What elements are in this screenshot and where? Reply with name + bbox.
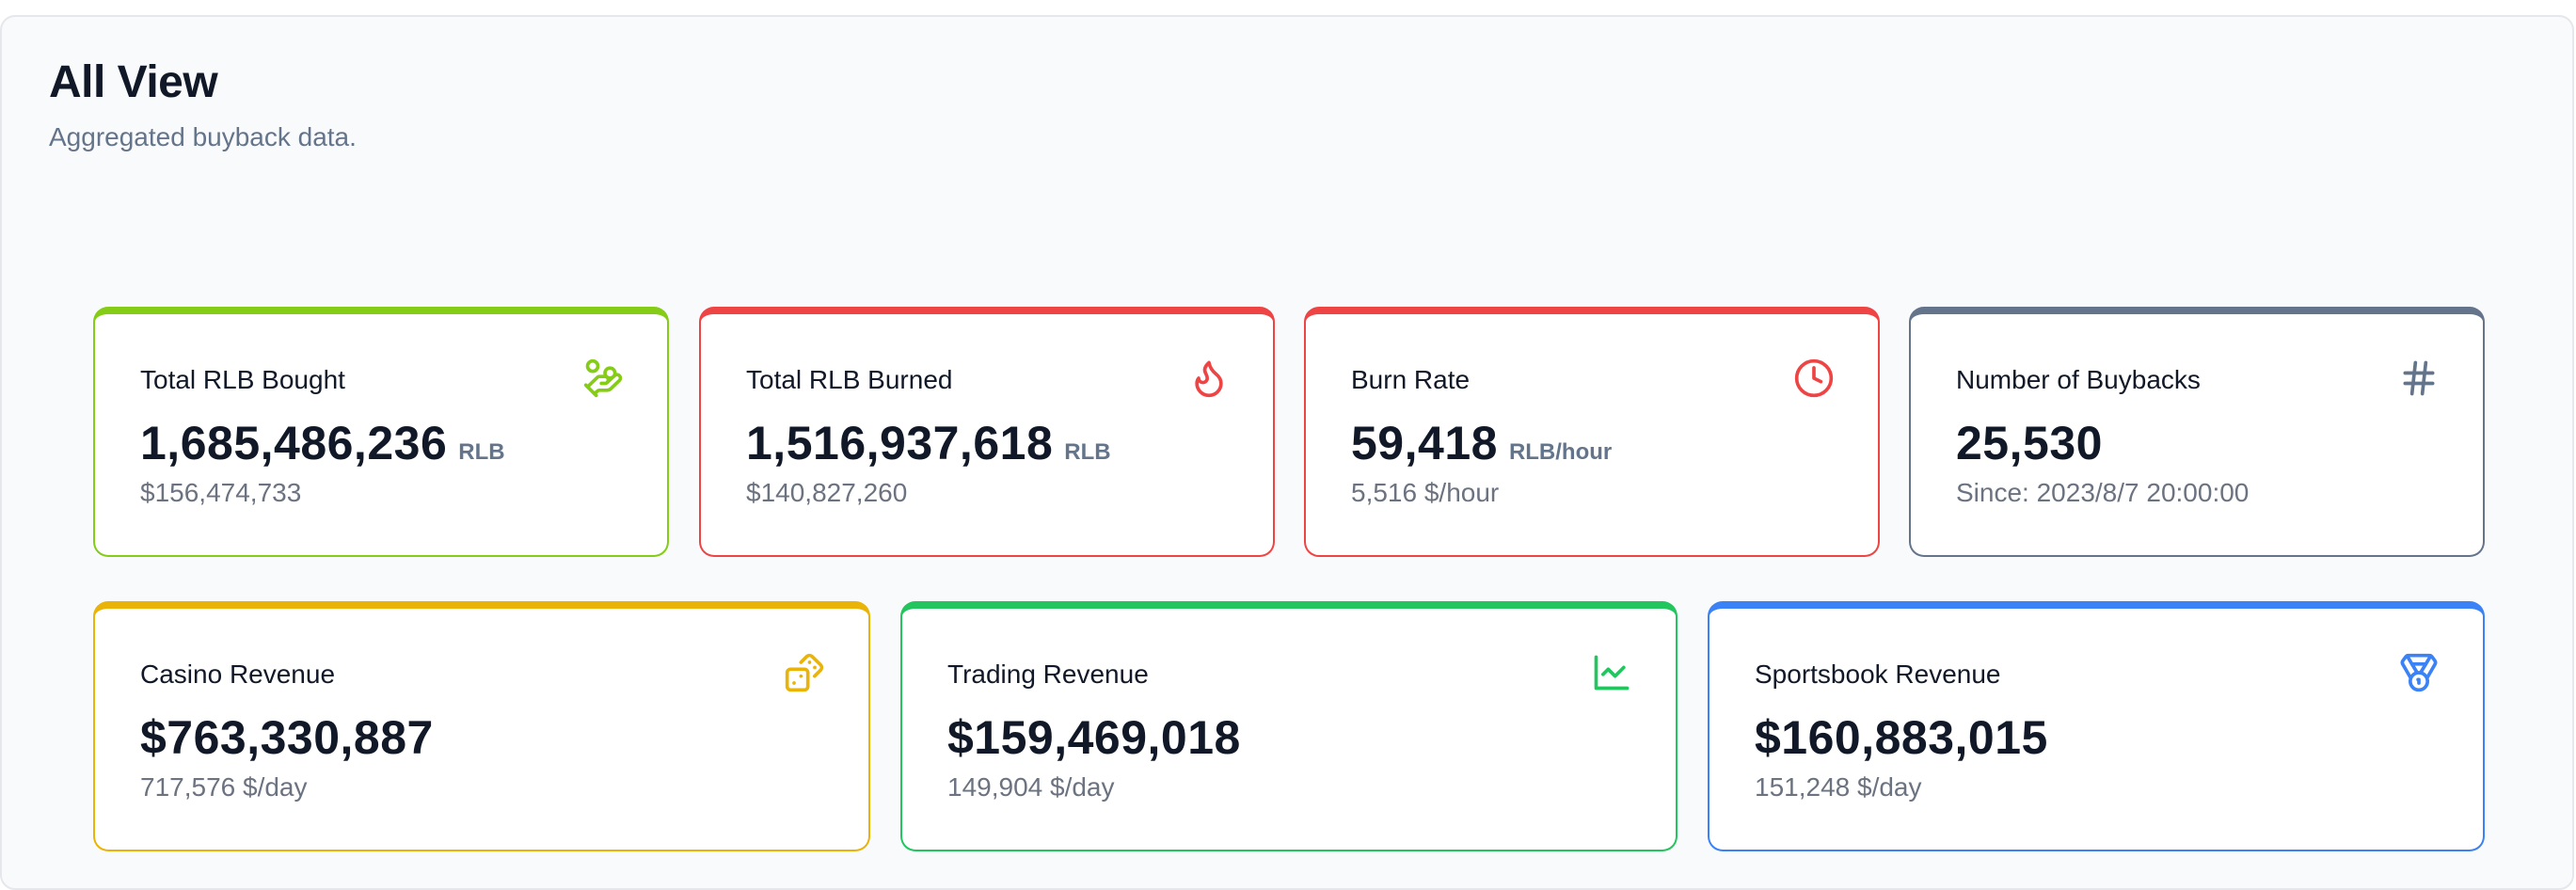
- card-daily-rate: 151,248 $/day: [1755, 772, 1922, 802]
- card-label: Number of Buybacks: [1956, 365, 2201, 394]
- card-label: Total RLB Burned: [746, 365, 953, 394]
- card-since-date: Since: 2023/8/7 20:00:00: [1956, 478, 2250, 507]
- card-label: Casino Revenue: [140, 660, 336, 689]
- page-title: All View: [49, 57, 218, 107]
- card-value-row: 59,418 RLB/hour: [1351, 416, 1612, 470]
- card-value: 1,685,486,236: [140, 417, 448, 469]
- number-of-buybacks-card: Number of Buybacks 25,530 Since: 2023/8/…: [1909, 307, 2485, 557]
- card-value-row: 25,530: [1956, 416, 2103, 470]
- total-rlb-bought-card: Total RLB Bought 1,685,486,236 RLB $156,…: [93, 307, 669, 557]
- flame-icon: [1188, 358, 1230, 399]
- line-chart-icon: [1591, 652, 1632, 693]
- card-value-row: 1,685,486,236 RLB: [140, 416, 505, 470]
- casino-revenue-card: Casino Revenue $763,330,887 717,576 $/da…: [93, 601, 870, 851]
- card-daily-rate: 717,576 $/day: [140, 772, 308, 802]
- dice-icon: [784, 652, 825, 693]
- card-value: $763,330,887: [140, 711, 434, 764]
- card-label: Burn Rate: [1351, 365, 1471, 394]
- card-value: $159,469,018: [947, 711, 1241, 764]
- card-value-row: $159,469,018: [947, 710, 1241, 765]
- hand-coins-icon: [582, 358, 624, 399]
- trading-revenue-card: Trading Revenue $159,469,018 149,904 $/d…: [900, 601, 1678, 851]
- card-usd-value: $156,474,733: [140, 478, 302, 507]
- sportsbook-revenue-card: Sportsbook Revenue $160,883,015 151,248 …: [1708, 601, 2485, 851]
- card-daily-rate: 149,904 $/day: [947, 772, 1115, 802]
- card-usd-value: 5,516 $/hour: [1351, 478, 1500, 507]
- clock-icon: [1793, 358, 1835, 399]
- medal-icon: [2398, 652, 2440, 693]
- card-value: 1,516,937,618: [746, 417, 1054, 469]
- card-value-row: $160,883,015: [1755, 710, 2048, 765]
- burn-rate-card: Burn Rate 59,418 RLB/hour 5,516 $/hour: [1304, 307, 1880, 557]
- all-view-panel: All View Aggregated buyback data. Total …: [0, 15, 2574, 890]
- card-label: Total RLB Bought: [140, 365, 345, 394]
- card-unit: RLB: [1064, 439, 1111, 465]
- card-usd-value: $140,827,260: [746, 478, 908, 507]
- card-label: Trading Revenue: [947, 660, 1149, 689]
- card-value-row: $763,330,887: [140, 710, 434, 765]
- card-value: 59,418: [1351, 417, 1498, 469]
- card-value: $160,883,015: [1755, 711, 2048, 764]
- page-subtitle: Aggregated buyback data.: [49, 122, 357, 151]
- card-unit: RLB: [458, 439, 505, 465]
- card-value-row: 1,516,937,618 RLB: [746, 416, 1111, 470]
- total-rlb-burned-card: Total RLB Burned 1,516,937,618 RLB $140,…: [699, 307, 1275, 557]
- card-unit: RLB/hour: [1508, 439, 1613, 465]
- card-label: Sportsbook Revenue: [1755, 660, 2001, 689]
- hash-icon: [2398, 358, 2440, 399]
- card-value: 25,530: [1956, 417, 2103, 469]
